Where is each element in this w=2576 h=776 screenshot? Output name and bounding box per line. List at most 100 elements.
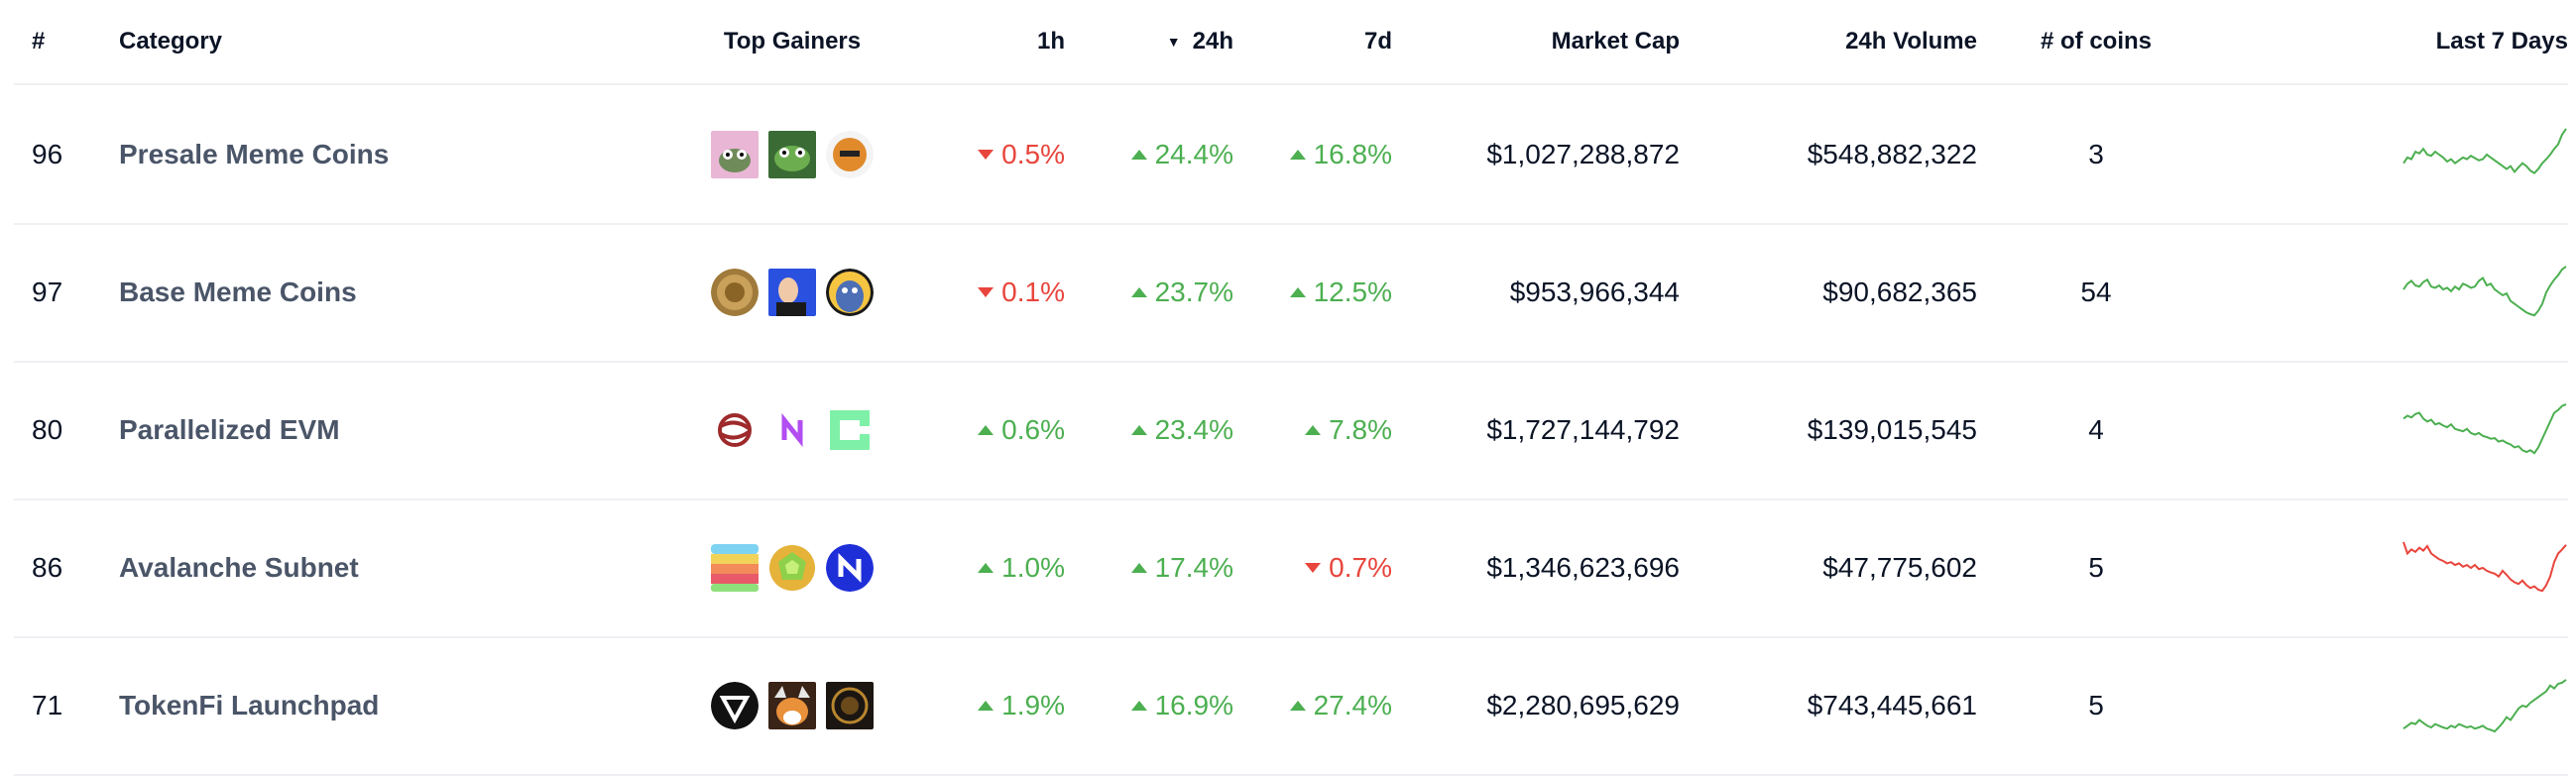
market-cap-cell: $953,966,344	[1509, 276, 1680, 307]
header-market-cap[interactable]: Market Cap	[1551, 28, 1680, 55]
change-7d: 27.4%	[1243, 636, 1392, 774]
sparkline-path	[2402, 265, 2567, 316]
caret-up-icon	[1130, 700, 1147, 711]
sparkline-7d-chart	[2402, 127, 2567, 174]
sparkline-path	[2402, 402, 2567, 455]
pepe-frog-green-icon[interactable]	[768, 130, 816, 178]
change-7d: 16.8%	[1243, 85, 1392, 223]
coin-gold-icon[interactable]	[711, 268, 759, 316]
caret-down-icon	[978, 149, 995, 160]
percent-text: 1.0%	[1001, 551, 1065, 583]
change-24h-value: 23.7%	[1130, 276, 1233, 308]
change-1h: 1.0%	[936, 499, 1065, 636]
change-1h: 0.1%	[936, 223, 1065, 361]
percent-text: 16.9%	[1154, 689, 1233, 721]
sort-desc-icon: ▼	[1166, 34, 1181, 50]
change-7d-value: 27.4%	[1289, 690, 1392, 721]
shiba-viking-icon[interactable]	[768, 681, 816, 729]
change-7d-value: 12.5%	[1289, 276, 1392, 308]
header-top-gainers: Top Gainers	[723, 28, 862, 55]
header-last-7-days: Last 7 Days	[2435, 28, 2568, 55]
sei-icon[interactable]	[711, 406, 759, 454]
rank-cell: 97	[32, 276, 63, 307]
table-row[interactable]: 97 Base Meme Coins 0.1% 23.7% 12.5% $953,966,…	[14, 223, 2568, 363]
change-24h: 24.4%	[1075, 85, 1233, 223]
caret-up-icon	[1130, 286, 1147, 297]
percent-text: 24.4%	[1154, 138, 1233, 169]
table-row[interactable]: 96 Presale Meme Coins 0.5% 24.4% 16.8% $1,027…	[14, 85, 2568, 225]
percent-text: 16.8%	[1313, 138, 1392, 169]
table-row[interactable]: 86 Avalanche Subnet 1.0% 17.4% 0.7% $1,346,62…	[14, 499, 2568, 638]
table-row[interactable]: 71 TokenFi Launchpad 1.9% 16.9% 27.4% $2,280,…	[14, 636, 2568, 776]
header-24h-volume[interactable]: 24h Volume	[1845, 28, 1977, 55]
percent-text: 1.9%	[1001, 689, 1065, 721]
category-name-link[interactable]: Avalanche Subnet	[119, 551, 359, 583]
rank-cell: 96	[32, 138, 63, 169]
header-1h[interactable]: 1h	[1036, 28, 1065, 55]
header-category[interactable]: Category	[119, 28, 223, 55]
change-24h-value: 23.4%	[1130, 413, 1233, 446]
num-coins-cell: 4	[2088, 413, 2104, 445]
change-7d: 12.5%	[1243, 223, 1392, 361]
percent-text: 23.4%	[1154, 413, 1233, 445]
chad-meme-icon[interactable]	[768, 268, 816, 316]
caret-up-icon	[1289, 149, 1306, 160]
caret-up-icon	[1130, 424, 1147, 435]
header-rank[interactable]: #	[32, 28, 46, 55]
pepe-frog-pink-icon[interactable]	[711, 130, 759, 178]
top-gainers-cell	[688, 361, 896, 499]
change-7d-value: 0.7%	[1305, 552, 1392, 584]
percent-text: 23.7%	[1154, 276, 1233, 307]
sparkline-cell	[2235, 636, 2568, 774]
tokenfi-icon[interactable]	[711, 681, 759, 729]
change-24h: 23.4%	[1075, 361, 1233, 499]
volume-24h-cell: $743,445,661	[1807, 689, 1977, 721]
rank-cell: 80	[32, 413, 63, 445]
table-header: # Category Top Gainers 1h ▼ 24h 7d Marke…	[14, 0, 2568, 85]
doge-meme-icon[interactable]	[826, 130, 874, 178]
category-name-link[interactable]: Base Meme Coins	[119, 276, 357, 307]
change-24h-value: 16.9%	[1130, 689, 1233, 721]
change-1h-value: 0.5%	[978, 139, 1065, 170]
num-coins-cell: 3	[2088, 138, 2104, 169]
category-name-link[interactable]: Parallelized EVM	[119, 413, 340, 445]
top-gainers-cell	[688, 636, 896, 774]
change-24h-value: 24.4%	[1130, 138, 1233, 170]
sparkline-cell	[2235, 85, 2568, 223]
rank-cell: 86	[32, 551, 63, 583]
sparkline-path	[2402, 678, 2567, 732]
top-gainers-icons	[711, 543, 874, 592]
caret-up-icon	[978, 700, 995, 711]
header-num-coins[interactable]: # of coins	[2040, 28, 2153, 55]
change-1h-value: 0.1%	[978, 277, 1065, 308]
category-name-link[interactable]: Presale Meme Coins	[119, 138, 390, 169]
change-1h-value: 0.6%	[978, 414, 1065, 446]
monad-n-icon[interactable]	[768, 406, 816, 454]
navy-n-icon[interactable]	[826, 543, 874, 592]
rainbow-stack-icon[interactable]	[711, 543, 759, 592]
blue-character-icon[interactable]	[826, 268, 874, 316]
dark-coin-icon[interactable]	[826, 681, 874, 729]
caret-up-icon	[978, 562, 995, 573]
percent-text: 17.4%	[1154, 551, 1233, 583]
market-cap-cell: $1,346,623,696	[1486, 551, 1680, 583]
category-name-link[interactable]: TokenFi Launchpad	[119, 689, 380, 721]
percent-text: 12.5%	[1313, 276, 1392, 307]
caret-up-icon	[1305, 424, 1322, 435]
sparkline-path	[2402, 127, 2567, 174]
header-7d[interactable]: 7d	[1363, 28, 1392, 55]
table-row[interactable]: 80 Parallelized EVM 0.6% 23.4% 7.8% $1,727,14…	[14, 361, 2568, 500]
volume-24h-cell: $139,015,545	[1807, 413, 1977, 445]
pixel-frame-icon[interactable]	[826, 406, 874, 454]
num-coins-cell: 54	[2080, 276, 2112, 307]
change-24h: 17.4%	[1075, 499, 1233, 636]
top-gainers-cell	[688, 85, 896, 223]
green-gem-icon[interactable]	[768, 544, 816, 592]
header-24h[interactable]: ▼ 24h	[1075, 0, 1233, 83]
volume-24h-cell: $47,775,602	[1822, 551, 1977, 583]
volume-24h-cell: $90,682,365	[1822, 276, 1977, 307]
market-cap-cell: $2,280,695,629	[1486, 689, 1680, 721]
top-gainers-icons	[711, 130, 874, 178]
volume-24h-cell: $548,882,322	[1807, 138, 1977, 169]
top-gainers-icons	[711, 268, 874, 316]
